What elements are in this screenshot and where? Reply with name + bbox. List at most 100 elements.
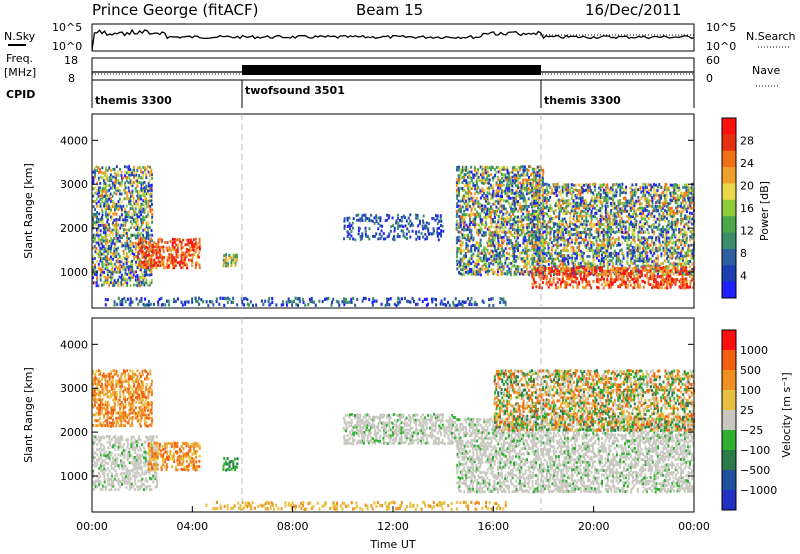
heatmap-cell xyxy=(133,233,135,237)
heatmap-cell xyxy=(150,266,153,270)
heatmap-cell xyxy=(149,179,151,182)
heatmap-cell xyxy=(595,195,598,199)
heatmap-cell xyxy=(618,210,621,214)
heatmap-cell xyxy=(144,265,147,269)
heatmap-cell xyxy=(651,241,654,244)
heatmap-cell xyxy=(664,209,666,212)
heatmap-cell xyxy=(468,197,471,200)
heatmap-cell xyxy=(523,257,526,260)
heatmap-cell xyxy=(97,241,100,245)
heatmap-cell xyxy=(658,212,661,216)
heatmap-cell xyxy=(531,236,534,240)
heatmap-cell xyxy=(644,188,647,191)
heatmap-cell xyxy=(497,197,500,201)
heatmap-cell xyxy=(566,244,569,247)
heatmap-cell xyxy=(630,196,633,200)
heatmap-cell xyxy=(379,219,382,222)
heatmap-cell xyxy=(685,194,688,198)
heatmap-cell xyxy=(665,183,668,186)
heatmap-cell xyxy=(484,268,487,271)
heatmap-cell xyxy=(549,236,552,240)
heatmap-cell xyxy=(311,300,314,304)
heatmap-cell xyxy=(166,241,169,244)
heatmap-cell xyxy=(479,251,482,255)
heatmap-cell xyxy=(144,168,146,172)
heatmap-cell xyxy=(642,230,645,234)
heatmap-cell xyxy=(556,235,559,239)
heatmap-cell xyxy=(520,223,523,227)
heatmap-cell xyxy=(456,263,459,266)
heatmap-cell xyxy=(533,215,535,219)
heatmap-cell xyxy=(606,251,609,255)
heatmap-cell xyxy=(660,262,663,266)
heatmap-cell xyxy=(161,302,164,307)
heatmap-cell xyxy=(129,202,132,206)
heatmap-cell xyxy=(145,188,148,192)
heatmap-cell xyxy=(621,264,624,268)
heatmap-cell xyxy=(592,191,594,195)
heatmap-cell xyxy=(115,270,118,274)
heatmap-cell xyxy=(102,231,105,234)
heatmap-cell xyxy=(180,241,183,244)
heatmap-cell xyxy=(155,261,158,265)
heatmap-cell xyxy=(166,299,168,303)
heatmap-cell xyxy=(633,249,636,252)
heatmap-cell xyxy=(467,233,470,237)
heatmap-cell xyxy=(597,231,600,234)
heatmap-cell xyxy=(524,188,527,192)
heatmap-cell xyxy=(517,170,520,174)
heatmap-cell xyxy=(467,297,469,301)
heatmap-cell xyxy=(628,233,630,237)
heatmap-cell xyxy=(622,190,625,194)
heatmap-cell xyxy=(626,215,629,218)
heatmap-cell xyxy=(189,241,192,245)
heatmap-cell xyxy=(508,174,511,177)
heatmap-cell xyxy=(477,212,480,216)
heatmap-cell xyxy=(542,246,545,250)
heatmap-cell xyxy=(588,183,591,187)
heatmap-cell xyxy=(174,260,177,264)
heatmap-cell xyxy=(656,259,659,263)
heatmap-cell xyxy=(495,251,498,255)
heatmap-cell xyxy=(501,215,504,218)
heatmap-cell xyxy=(115,179,117,183)
heatmap-cell xyxy=(583,238,586,242)
heatmap-cell xyxy=(617,230,620,233)
heatmap-cell xyxy=(512,254,515,258)
heatmap-cell xyxy=(351,221,354,225)
heatmap-cell xyxy=(538,254,541,258)
heatmap-cell xyxy=(470,249,473,253)
heatmap-cell xyxy=(526,254,529,258)
heatmap-cell xyxy=(502,241,505,245)
heatmap-cell xyxy=(671,254,674,258)
heatmap-cell xyxy=(658,199,661,203)
heatmap-cell xyxy=(198,263,201,267)
heatmap-cell xyxy=(653,230,655,234)
heatmap-cell xyxy=(674,183,677,186)
heatmap-cell xyxy=(533,202,536,205)
heatmap-cell xyxy=(620,217,623,220)
heatmap-cell xyxy=(606,267,609,271)
heatmap-cell xyxy=(486,212,489,216)
heatmap-cell xyxy=(337,300,340,304)
heatmap-cell xyxy=(94,273,96,276)
heatmap-cell xyxy=(525,204,528,208)
heatmap-cell xyxy=(488,192,491,196)
heatmap-cell xyxy=(590,204,593,208)
heatmap-cell xyxy=(103,187,105,191)
heatmap-cell xyxy=(502,217,505,221)
heatmap-cell xyxy=(131,270,134,274)
heatmap-cell xyxy=(544,189,547,192)
heatmap-cell xyxy=(143,258,146,262)
heatmap-cell xyxy=(599,246,602,250)
heatmap-cell xyxy=(524,244,526,248)
heatmap-cell xyxy=(126,196,129,200)
heatmap-cell xyxy=(585,246,588,249)
heatmap-cell xyxy=(644,254,647,258)
heatmap-cell xyxy=(124,176,127,180)
heatmap-cell xyxy=(101,238,103,242)
heatmap-cell xyxy=(669,238,672,242)
heatmap-cell xyxy=(549,256,552,260)
heatmap-cell xyxy=(619,188,622,192)
heatmap-cell xyxy=(565,249,568,253)
